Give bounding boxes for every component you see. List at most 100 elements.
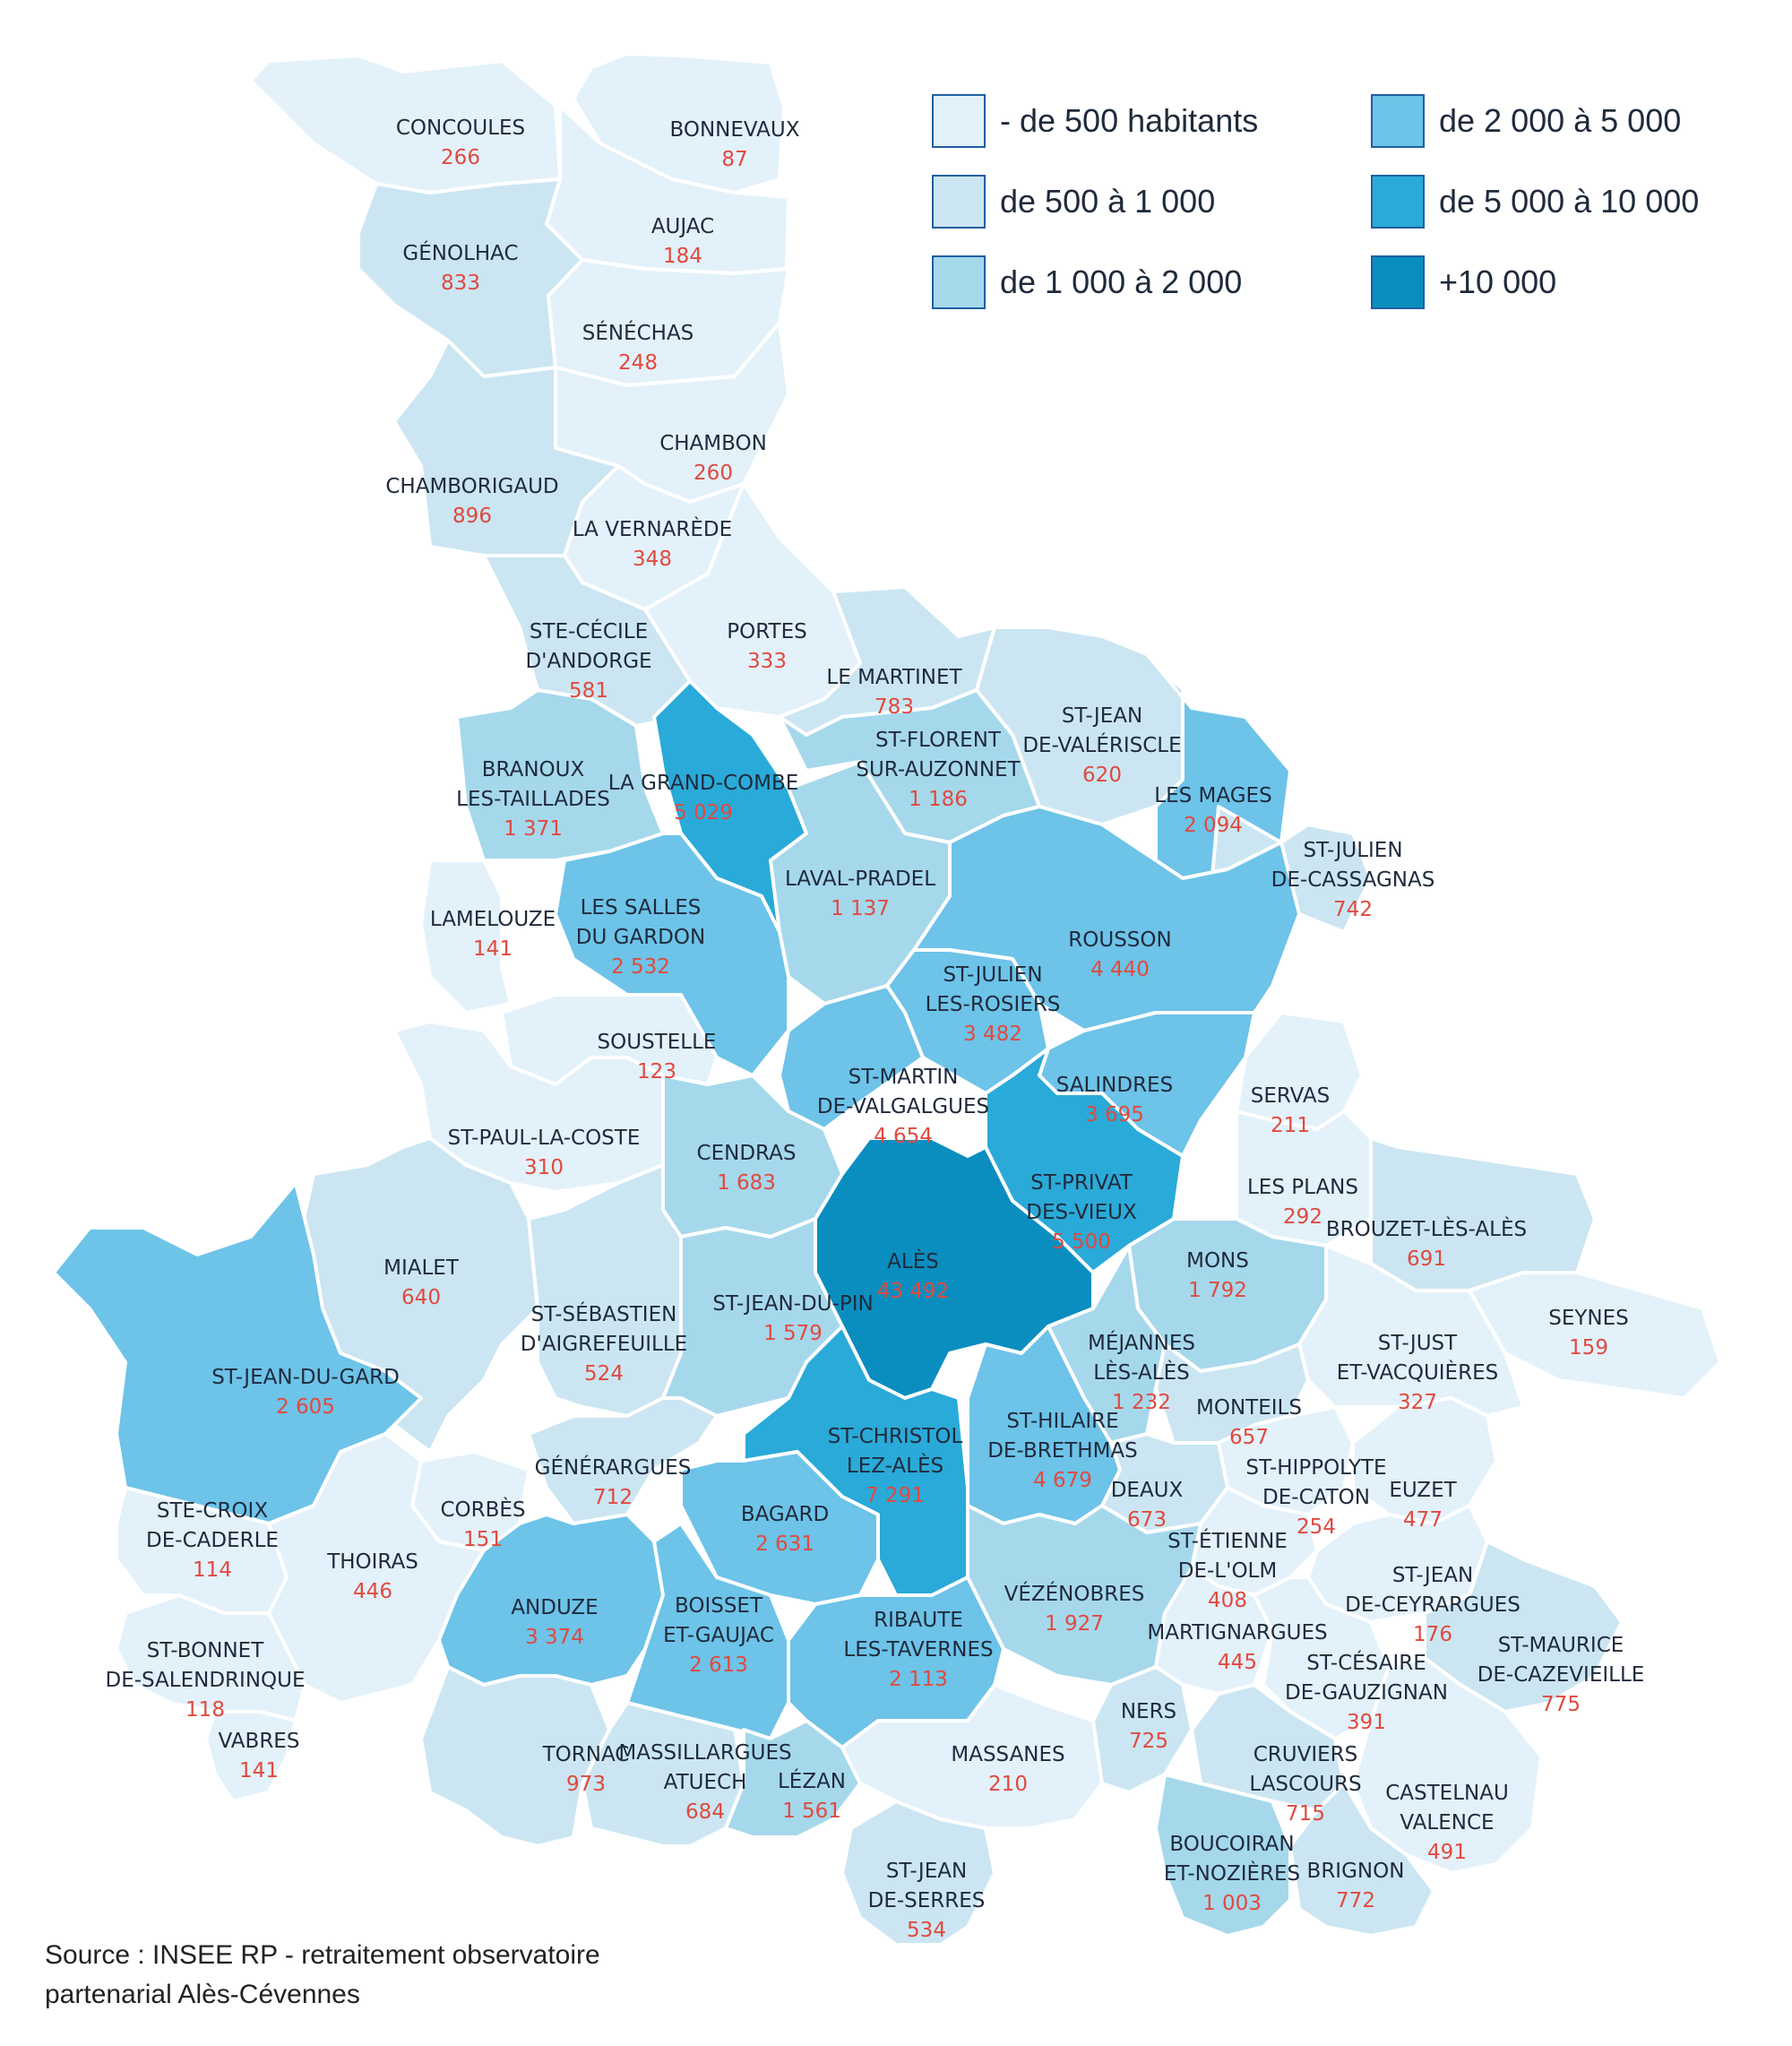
commune-name: ST-BONNET (147, 1639, 264, 1662)
commune-name: ALÈS (887, 1248, 939, 1273)
commune-name: MASSANES (951, 1743, 1064, 1766)
commune-name: BRANOUX (482, 758, 585, 781)
commune-population: 141 (473, 937, 513, 961)
commune-population: 248 (618, 351, 658, 375)
commune-label-g-n-rargues: GÉNÉRARGUES 712 (535, 1455, 692, 1509)
commune-name: LEZ-ALÈS (847, 1453, 943, 1478)
legend-label: de 1 000 à 2 000 (1000, 263, 1243, 300)
commune-name: RIBAUTE (874, 1609, 963, 1632)
commune-name: ST-ÉTIENNE (1167, 1528, 1288, 1553)
legend-item-1000-2000: de 1 000 à 2 000 (932, 255, 1242, 309)
commune-name: LAMELOUZE (430, 908, 556, 931)
commune-name: ST-HIPPOLYTE (1245, 1456, 1386, 1480)
commune-label-st-jean-du-gard: ST-JEAN-DU-GARD 2 605 (211, 1366, 400, 1419)
commune-name: DE-CAZEVIEILLE (1478, 1663, 1645, 1687)
commune-population: 1 579 (763, 1322, 823, 1345)
commune-label-chambon: CHAMBON 260 (659, 432, 767, 485)
commune-population: 310 (524, 1156, 564, 1179)
commune-label-les-plans: LES PLANS 292 (1247, 1176, 1358, 1229)
commune-name: MONS (1186, 1249, 1249, 1273)
commune-label-st-julien-de-cassagnas: ST-JULIEN DE-CASSAGNAS 742 (1271, 839, 1435, 921)
commune-label-boisset-et-gaujac: BOISSET ET-GAUJAC 2 613 (663, 1594, 774, 1677)
commune-label-corb-s: CORBÈS 151 (440, 1497, 525, 1551)
commune-population: 327 (1398, 1391, 1437, 1414)
commune-population: 3 374 (525, 1626, 584, 1649)
commune-label-le-martinet: LE MARTINET 783 (826, 666, 962, 719)
commune-name: DE-SERRES (868, 1889, 986, 1912)
legend-label: de 2 000 à 5 000 (1439, 102, 1682, 139)
commune-name: SUR-AUZONNET (856, 758, 1021, 781)
commune-label-massanes: MASSANES 210 (951, 1743, 1064, 1796)
commune-name: ST-CÉSAIRE (1306, 1650, 1426, 1675)
commune-population: 715 (1286, 1802, 1325, 1826)
commune-name: CHAMBON (659, 432, 767, 455)
commune-name: ET-VACQUIÈRES (1337, 1360, 1498, 1385)
commune-population: 491 (1427, 1841, 1467, 1864)
commune-label-ste-c-cile-d-andorge: STE-CÉCILE D'ANDORGE 581 (525, 618, 651, 703)
commune-population: 445 (1218, 1651, 1257, 1674)
commune-label-st-bonnet-de-salendrinque: ST-BONNET DE-SALENDRINQUE 118 (105, 1639, 305, 1722)
commune-name: DE-GAUZIGNAN (1285, 1681, 1448, 1705)
commune-label-la-vernar-de: LA VERNARÈDE 348 (573, 516, 732, 571)
commune-name: DE-CADERLE (146, 1529, 279, 1552)
commune-label-lamelouze: LAMELOUZE 141 (430, 908, 556, 961)
commune-label-castelnau-valence: CASTELNAU VALENCE 491 (1385, 1782, 1509, 1864)
commune-name: CHAMBORIGAUD (385, 475, 558, 498)
commune-name: LES SALLES (581, 896, 702, 919)
commune-label-g-nolhac: GÉNOLHAC 833 (402, 240, 518, 295)
commune-label-monteils: MONTEILS 657 (1196, 1396, 1302, 1449)
commune-name: MONTEILS (1196, 1396, 1302, 1420)
commune-name: ST-MARTIN (849, 1066, 959, 1089)
commune-label-v-z-nobres: VÉZÉNOBRES 1 927 (1004, 1581, 1145, 1636)
legend-item-5000-10000: de 5 000 à 10 000 (1371, 175, 1699, 229)
source-note: Source : INSEE RP - retraitement observa… (45, 1936, 600, 2015)
commune-name: LÉZAN (778, 1768, 846, 1793)
commune-population: 176 (1413, 1623, 1452, 1646)
commune-name: DE-BRETHMAS (987, 1439, 1138, 1463)
commune-name: ANDUZE (511, 1596, 598, 1619)
commune-population: 333 (747, 650, 787, 673)
commune-population: 783 (874, 695, 914, 719)
commune-name: D'ANDORGE (525, 650, 651, 673)
commune-population: 775 (1541, 1693, 1581, 1716)
commune-area-vabres (204, 1710, 297, 1803)
commune-label-st-privat-des-vieux: ST-PRIVAT DES-VIEUX 5 500 (1026, 1171, 1137, 1254)
legend-item-500-1000: de 500 à 1 000 (932, 175, 1215, 229)
legend-label: de 500 à 1 000 (1000, 183, 1216, 220)
commune-area-v-z-nobres (966, 1504, 1202, 1687)
commune-label-st-hippolyte-de-caton: ST-HIPPOLYTE DE-CATON 254 (1245, 1456, 1386, 1539)
commune-population: 3 482 (963, 1023, 1022, 1046)
commune-label-st-jean-de-serres: ST-JEAN DE-SERRES 534 (868, 1860, 986, 1942)
commune-population: 348 (633, 548, 672, 571)
commune-name: DE-L'OLM (1178, 1559, 1277, 1583)
legend: - de 500 habitants de 500 à 1 000 de 1 0… (932, 94, 1738, 327)
commune-name: ST-JULIEN (1303, 839, 1402, 862)
commune-area-seynes (1468, 1271, 1722, 1400)
commune-name: LES-TAILLADES (456, 788, 610, 811)
commune-label-cendras: CENDRAS 1 683 (697, 1142, 797, 1195)
commune-population: 254 (1297, 1515, 1336, 1539)
commune-population: 260 (694, 462, 733, 485)
commune-label-al-s: ALÈS 43 492 (877, 1248, 949, 1303)
commune-label-st-just-et-vacqui-res: ST-JUST ET-VACQUIÈRES 327 (1337, 1332, 1498, 1414)
commune-population: 292 (1283, 1205, 1322, 1229)
commune-population: 151 (463, 1528, 503, 1551)
commune-label-la-grand-combe: LA GRAND-COMBE 5 029 (608, 772, 799, 824)
commune-population: 123 (637, 1060, 676, 1083)
commune-name: ST-JEAN (1392, 1564, 1473, 1587)
commune-name: ST-JEAN-DU-PIN (712, 1292, 873, 1316)
commune-population: 3 695 (1085, 1103, 1144, 1127)
commune-population: 1 561 (782, 1800, 841, 1823)
commune-label-m-jannes-l-s-al-s: MÉJANNES LÈS-ALÈS 1 232 (1088, 1330, 1195, 1414)
commune-area-boucoiran-et-nozi-res (1154, 1773, 1292, 1938)
commune-label-st-paul-la-coste: ST-PAUL-LA-COSTE 310 (448, 1127, 641, 1179)
commune-name: ST-MAURICE (1498, 1634, 1624, 1657)
commune-label-ste-croix-de-caderle: STE-CROIX DE-CADERLE 114 (146, 1499, 279, 1582)
commune-label-st-maurice-de-cazevieille: ST-MAURICE DE-CAZEVIEILLE 775 (1478, 1634, 1645, 1716)
commune-name: LAVAL-PRADEL (785, 868, 935, 891)
commune-population: 4 440 (1090, 958, 1150, 981)
commune-area-lamelouze (419, 859, 513, 1014)
commune-name: DEAUX (1111, 1479, 1184, 1502)
commune-area-l-zan (724, 1719, 862, 1839)
commune-name: ST-JULIEN (943, 963, 1042, 987)
